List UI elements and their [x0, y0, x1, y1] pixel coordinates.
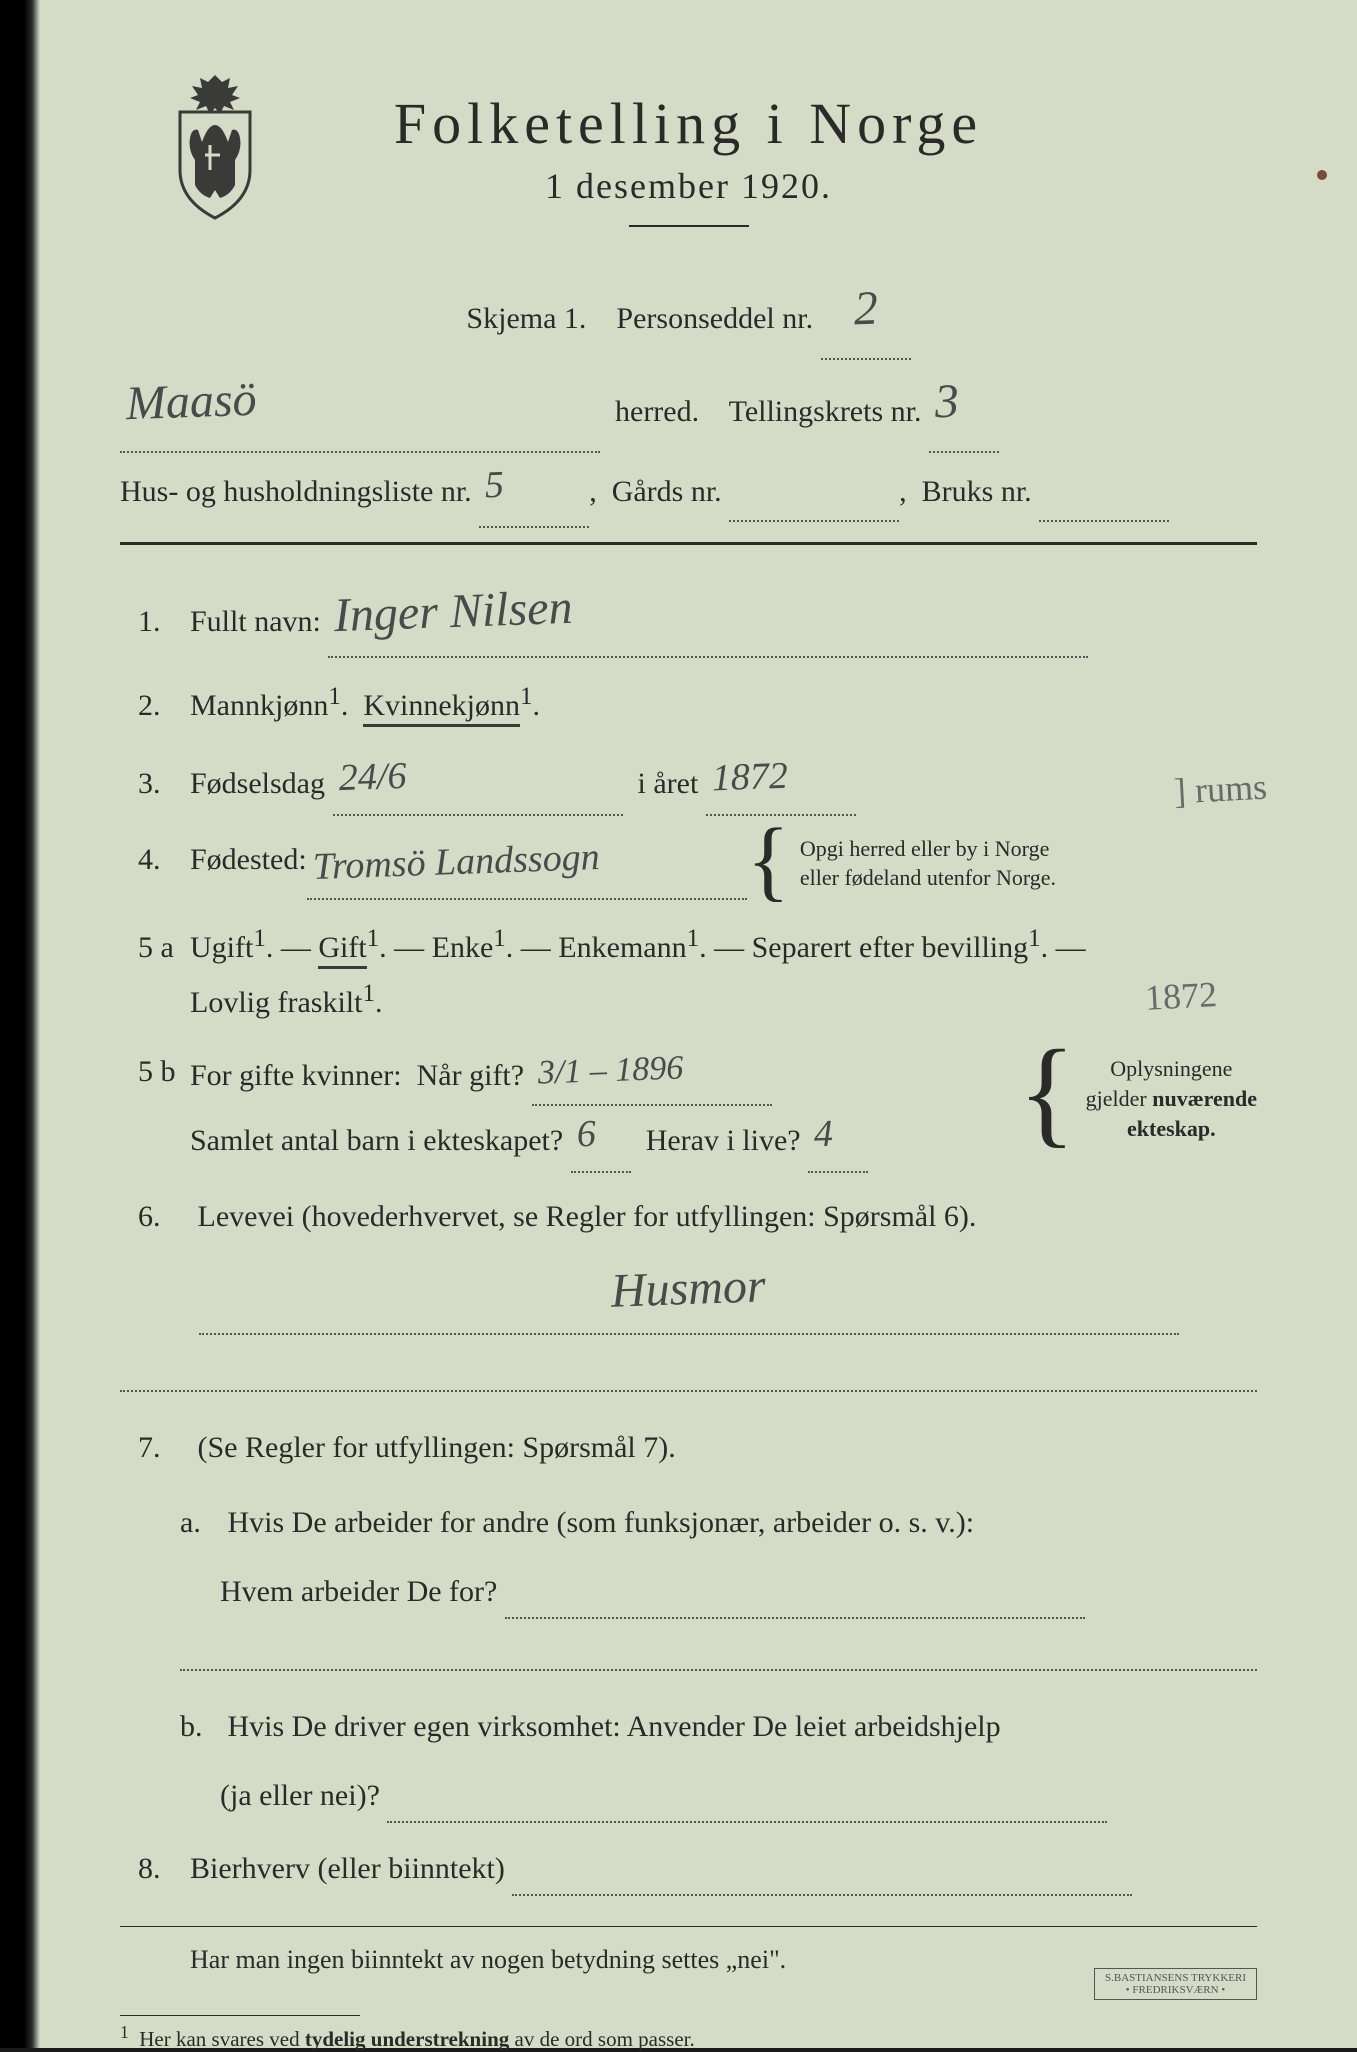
personseddel-label: Personseddel nr. — [616, 302, 813, 335]
q4-hint: Opgi herred eller by i Norge eller fødel… — [790, 834, 1056, 893]
scan-binding-edge — [0, 0, 40, 2048]
q5a-opt-enke: Enke — [432, 931, 494, 964]
q2-sup2: 1 — [520, 683, 533, 710]
q5b-gift-label: Når gift? — [417, 1059, 524, 1092]
skjema-line: Skjema 1. Personseddel nr. 2 — [120, 267, 1257, 360]
q5b-side-note: Oplysningene gjelder nuværende ekteskap. — [1076, 1054, 1257, 1143]
coat-of-arms-icon — [160, 70, 270, 220]
question-3: 3. Fødselsdag 24/6 i året 1872 ] rums — [120, 749, 1257, 816]
brace-icon: { — [1018, 1056, 1076, 1128]
q5a-opt-separert: Separert efter bevilling — [752, 931, 1029, 964]
q5b-sn-l2: gjelder nuværende — [1086, 1086, 1257, 1111]
q5a-number: 5 a — [120, 922, 190, 973]
q7-label: (Se Regler for utfyllingen: Spørsmål 7). — [198, 1431, 676, 1464]
question-4: 4. Fødested: Tromsö Landssogn { Opgi her… — [120, 834, 1257, 901]
q7a-text1: Hvis De arbeider for andre (som funksjon… — [228, 1506, 975, 1539]
question-6: 6. Levevei (hovederhvervet, se Regler fo… — [120, 1191, 1257, 1393]
q1-number: 1. — [120, 596, 190, 647]
q7b-text1: Hvis De driver egen virksomhet: Anvender… — [228, 1710, 1001, 1743]
q5a-margin-year: 1872 — [1143, 965, 1218, 1030]
q5b-live-label: Herav i live? — [646, 1124, 801, 1157]
personseddel-value: 2 — [852, 263, 879, 355]
form-title: Folketelling i Norge — [120, 90, 1257, 157]
q7b-text2: (ja eller nei)? — [220, 1779, 380, 1812]
q6-label: Levevei (hovederhvervet, se Regler for u… — [198, 1200, 977, 1233]
q5b-live-value: 4 — [813, 1102, 834, 1167]
question-5a: 5 a Ugift1. — Gift1. — Enke1. — Enkemann… — [120, 918, 1257, 1028]
husliste-value: 5 — [484, 449, 506, 522]
q6-number: 6. — [120, 1191, 190, 1242]
q5b-sn-l3: ekteskap. — [1127, 1116, 1216, 1141]
q3-label: Fødselsdag — [190, 767, 325, 800]
q2-mann: Mannkjønn — [190, 689, 328, 722]
q5a-opt-gift: Gift — [318, 931, 366, 969]
brace-icon: { — [747, 834, 790, 888]
question-5b: 5 b For gifte kvinner: Når gift? 3/1 – 1… — [120, 1046, 1257, 1172]
note-8: Har man ingen biinntekt av nogen betydni… — [120, 1935, 1257, 1984]
q4-label: Fødested: — [190, 834, 307, 885]
form-date: 1 desember 1920. — [120, 165, 1257, 207]
printer-l2: • FREDRIKSVÆRN • — [1126, 1984, 1225, 1996]
q6-blank-line — [120, 1390, 1257, 1392]
q5b-barn-label: Samlet antal barn i ekteskapet? — [190, 1124, 563, 1157]
footnote: 1 Her kan svares ved tydelig understrekn… — [120, 2015, 1257, 2052]
q4-hint-l1: Opgi herred eller by i Norge — [800, 836, 1049, 861]
q2-sup1: 1 — [328, 683, 341, 710]
tellingskrets-value: 3 — [933, 356, 960, 448]
skjema-label: Skjema 1. — [466, 302, 586, 335]
husliste-label: Hus- og husholdningsliste nr. — [120, 475, 472, 508]
footnote-rule — [120, 2015, 360, 2016]
q7b-letter: b. — [180, 1701, 220, 1752]
stain-mark — [1317, 170, 1327, 180]
note-divider — [120, 1926, 1257, 1927]
question-7: 7. (Se Regler for utfyllingen: Spørsmål … — [120, 1422, 1257, 1823]
q5b-barn-value: 6 — [575, 1102, 596, 1167]
q5b-sn-l1: Oplysningene — [1110, 1056, 1232, 1081]
footnote-marker: 1 — [120, 2022, 129, 2042]
tellingskrets-label: Tellingskrets nr. — [729, 395, 922, 428]
q3-year: 1872 — [711, 744, 789, 811]
husliste-line: Hus- og husholdningsliste nr. 5, Gårds n… — [120, 453, 1257, 527]
herred-line: Maasö herred. Tellingskrets nr. 3 — [120, 360, 1257, 453]
gards-label: Gårds nr. — [612, 475, 722, 508]
title-underline — [629, 225, 749, 227]
q7a-text2: Hvem arbeider De for? — [220, 1575, 497, 1608]
question-1: 1. Fullt navn: Inger Nilsen — [120, 575, 1257, 659]
q2-number: 2. — [120, 680, 190, 731]
q3-year-label: i året — [638, 767, 699, 800]
printer-mark: S.BASTIANSENS TRYKKERI • FREDRIKSVÆRN • — [1094, 1968, 1257, 2000]
form-header: Folketelling i Norge 1 desember 1920. — [120, 90, 1257, 227]
q1-value: Inger Nilsen — [333, 566, 574, 656]
q4-number: 4. — [120, 834, 190, 885]
q1-label: Fullt navn: — [190, 605, 321, 638]
question-8: 8. Bierhverv (eller biinntekt) — [120, 1843, 1257, 1896]
q5a-opt-ugift: Ugift — [190, 931, 253, 964]
q7a-blank-line — [180, 1669, 1257, 1671]
footnote-text: Her kan svares ved tydelig understreknin… — [139, 2027, 694, 2051]
herred-value: Maasö — [124, 354, 258, 450]
bruks-label: Bruks nr. — [922, 475, 1032, 508]
section-divider — [120, 542, 1257, 545]
q5a-opt-fraskilt: Lovlig fraskilt — [190, 986, 362, 1019]
question-2: 2. Mannkjønn1. Kvinnekjønn1. — [120, 676, 1257, 731]
q5b-number: 5 b — [120, 1046, 190, 1097]
q8-label: Bierhverv (eller biinntekt) — [190, 1852, 505, 1885]
q8-number: 8. — [120, 1843, 190, 1894]
q6-value: Husmor — [610, 1245, 767, 1332]
q7a-letter: a. — [180, 1497, 220, 1548]
q4-hint-l2: eller fødeland utenfor Norge. — [800, 865, 1056, 890]
census-form-page: Folketelling i Norge 1 desember 1920. Sk… — [40, 0, 1357, 2048]
printer-l1: S.BASTIANSENS TRYKKERI — [1105, 1972, 1246, 1984]
q7-number: 7. — [120, 1422, 190, 1473]
herred-label: herred. — [615, 395, 699, 428]
q3-number: 3. — [120, 758, 190, 809]
q4-value: Tromsö Landssogn — [311, 825, 600, 900]
q2-kvinne: Kvinnekjønn — [363, 689, 520, 727]
q5b-prefix: For gifte kvinner: — [190, 1059, 402, 1092]
q3-margin-note: ] rums — [1172, 757, 1268, 823]
q3-day: 24/6 — [337, 744, 407, 811]
q5b-gift-value: 3/1 – 1896 — [536, 1040, 683, 1103]
q5a-opt-enkemann: Enkemann — [558, 931, 686, 964]
